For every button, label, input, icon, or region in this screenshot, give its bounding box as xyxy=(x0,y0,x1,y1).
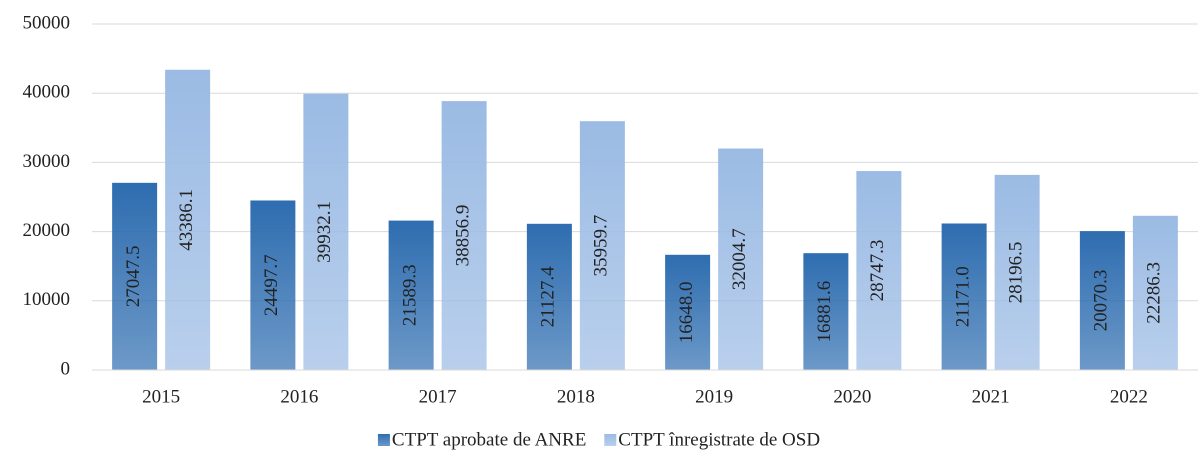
legend: CTPT aprobate de ANRE CTPT înregistrate d… xyxy=(377,429,820,450)
value-label: 35959.7 xyxy=(591,215,612,277)
legend-swatch xyxy=(604,434,617,446)
value-label: 16881.6 xyxy=(814,281,835,343)
x-tick-label: 2021 xyxy=(972,386,1010,407)
value-label: 28196.5 xyxy=(1005,242,1026,304)
bar xyxy=(1079,231,1125,370)
value-label: 21171.0 xyxy=(952,266,973,327)
bar xyxy=(665,254,711,370)
y-tick-label: 20000 xyxy=(23,220,71,241)
value-label: 21589.3 xyxy=(399,264,420,326)
value-label: 39932.1 xyxy=(314,201,335,263)
y-tick-label: 10000 xyxy=(23,289,71,310)
value-label: 16648.0 xyxy=(676,282,697,344)
bar xyxy=(526,223,572,370)
bar xyxy=(856,171,902,370)
x-tick-label: 2015 xyxy=(142,386,180,407)
bar xyxy=(579,121,625,370)
bar xyxy=(718,148,764,370)
value-label: 24497.7 xyxy=(261,254,282,316)
bar xyxy=(803,253,849,370)
bar xyxy=(303,93,349,371)
x-tick-label: 2022 xyxy=(1110,386,1148,407)
y-tick-label: 0 xyxy=(61,358,71,379)
x-tick-label: 2016 xyxy=(280,386,318,407)
value-label: 28747.3 xyxy=(867,240,888,302)
y-tick-label: 50000 xyxy=(23,12,71,33)
bar xyxy=(1132,215,1178,370)
bar xyxy=(388,220,434,370)
legend-swatch xyxy=(377,434,390,446)
value-label: 22286.3 xyxy=(1144,262,1165,324)
x-tick-label: 2018 xyxy=(557,386,595,407)
y-tick-label: 30000 xyxy=(23,151,71,172)
x-tick-label: 2017 xyxy=(419,386,457,407)
value-label: 32004.7 xyxy=(729,228,750,290)
x-tick-label: 2020 xyxy=(833,386,871,407)
bar xyxy=(994,174,1040,370)
bar xyxy=(441,101,487,370)
bar xyxy=(112,182,158,370)
value-label: 21127.4 xyxy=(538,266,559,328)
value-label: 43386.1 xyxy=(176,189,197,251)
value-label: 27047.5 xyxy=(123,246,144,308)
value-label: 38856.9 xyxy=(452,205,473,267)
bar xyxy=(165,69,211,370)
bar xyxy=(250,200,296,370)
bar xyxy=(941,223,987,370)
x-tick-label: 2019 xyxy=(695,386,733,407)
legend-label: CTPT înregistrate de OSD xyxy=(618,429,820,450)
value-label: 20070.3 xyxy=(1091,270,1112,332)
legend-label: CTPT aprobate de ANRE xyxy=(392,429,586,450)
y-tick-label: 40000 xyxy=(23,82,71,103)
